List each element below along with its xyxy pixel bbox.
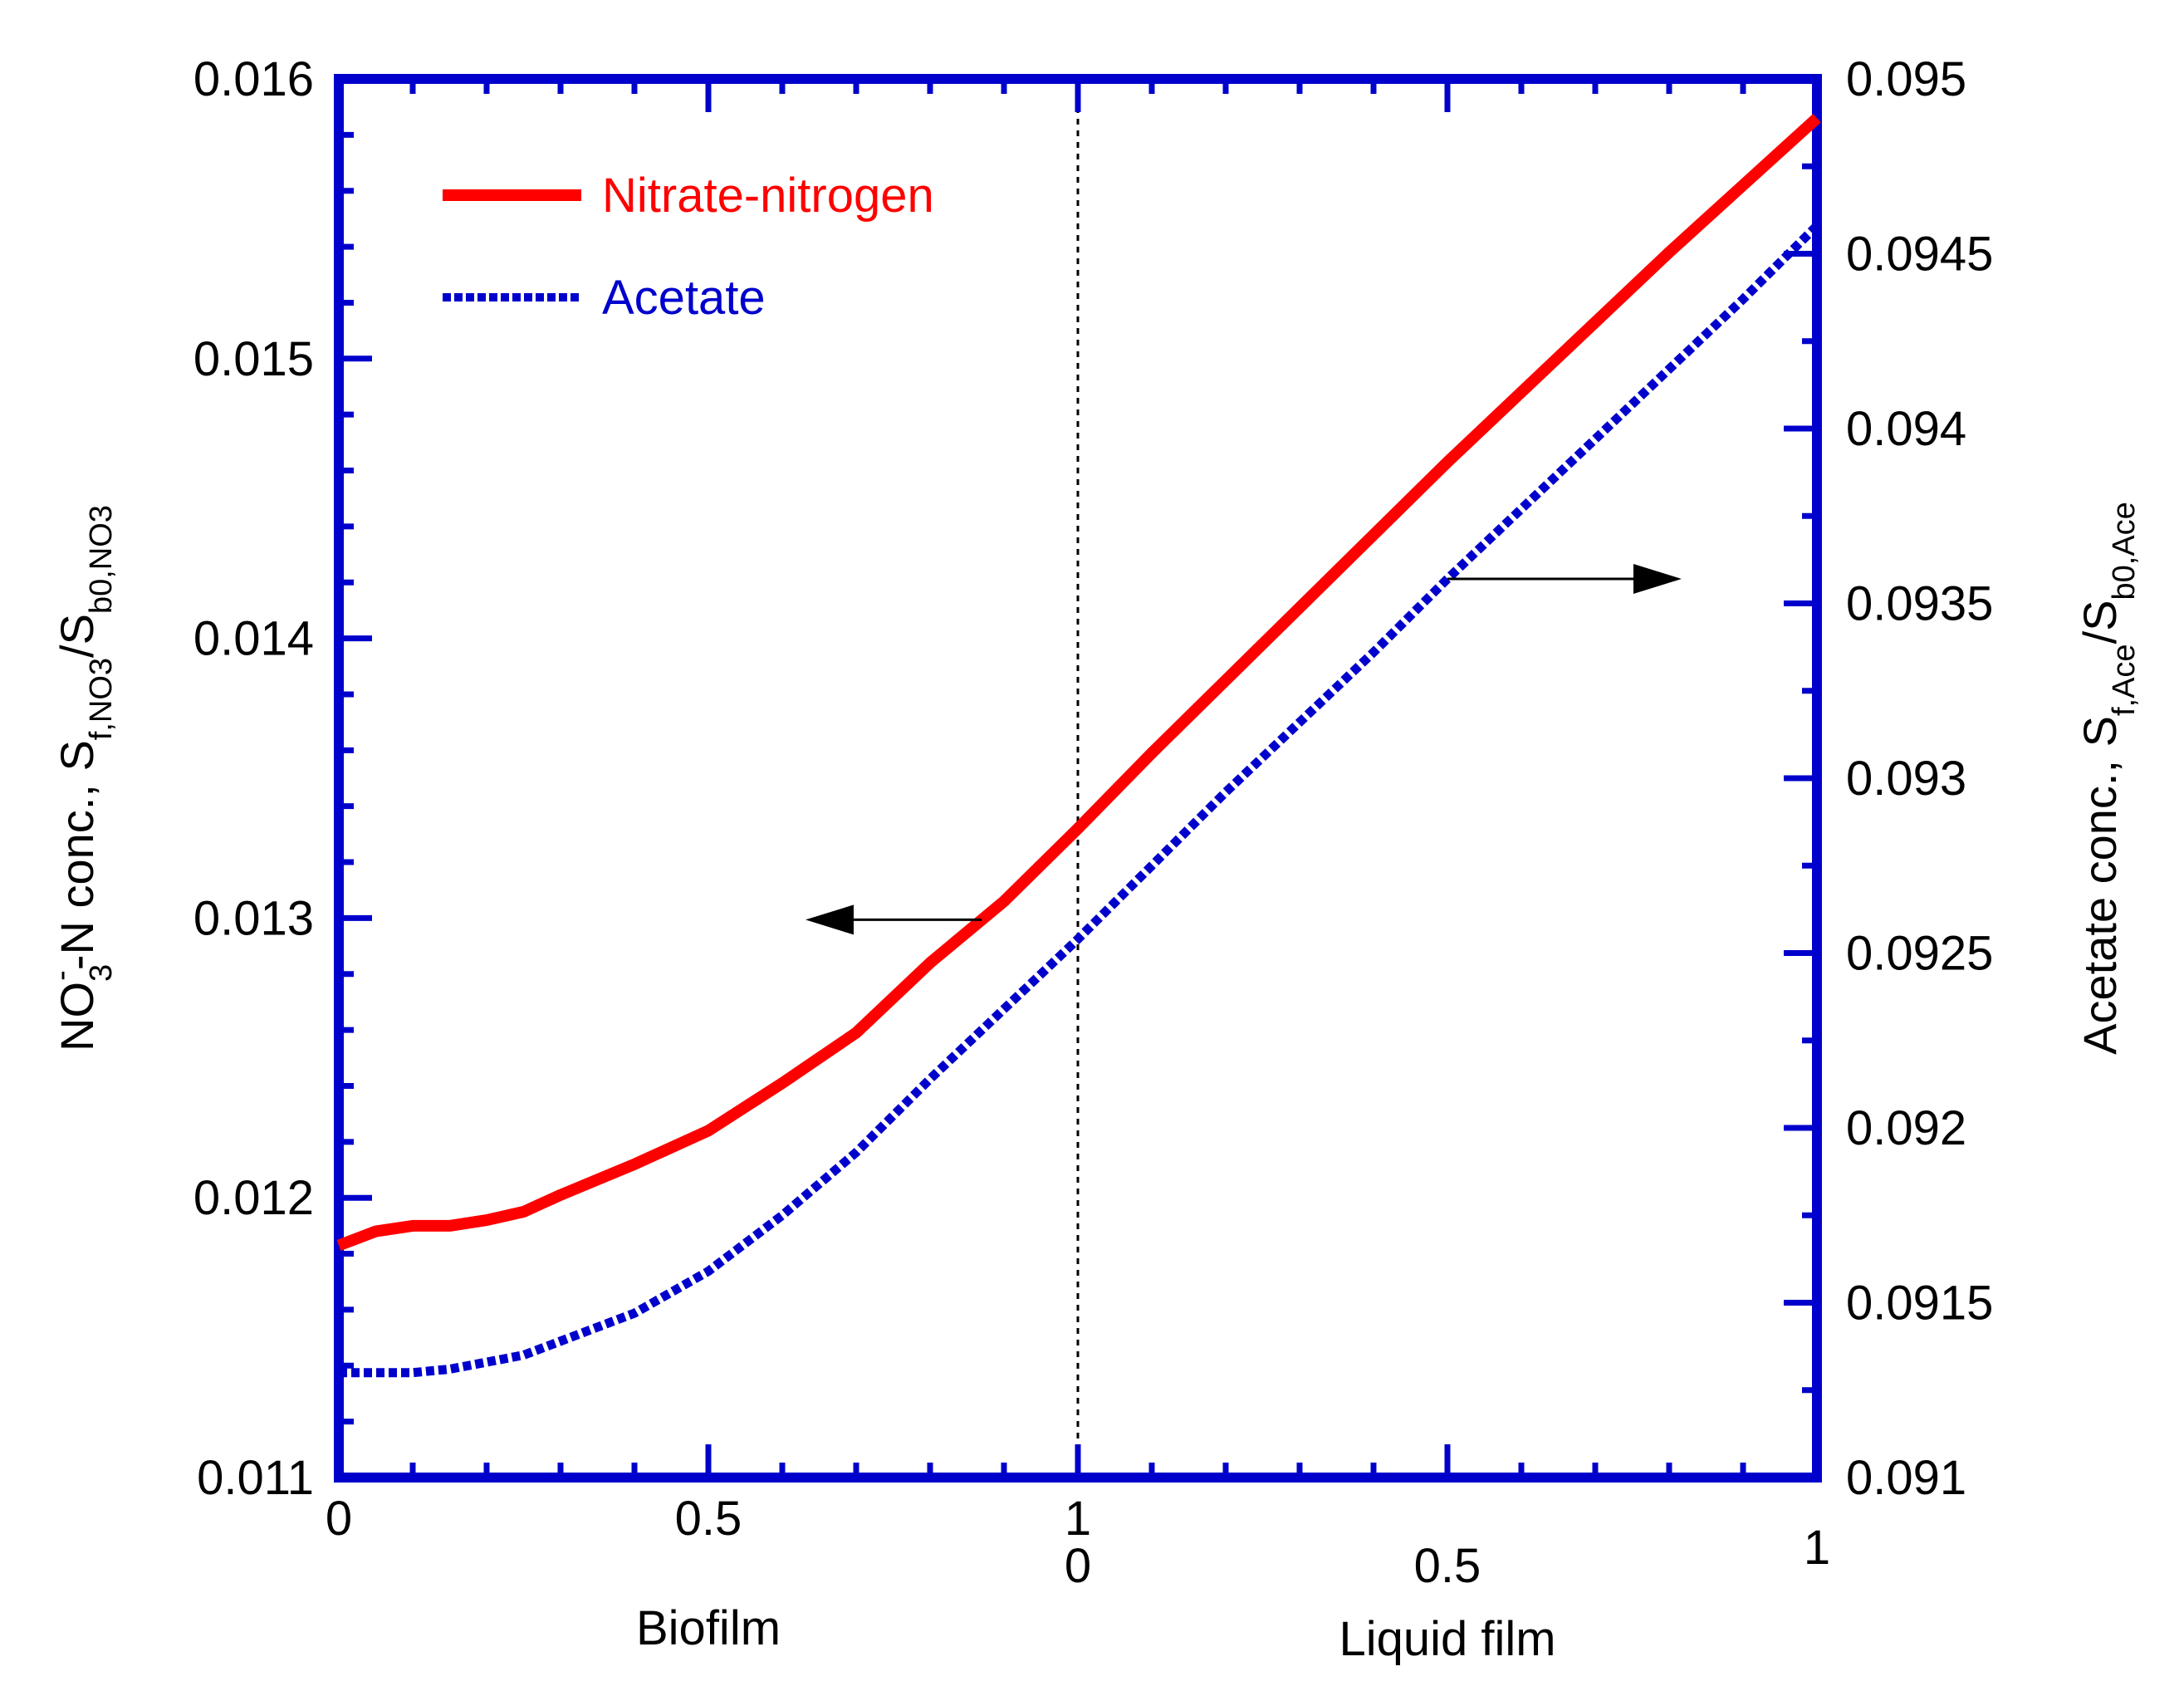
series-line-nitrate-nitrogen	[336, 114, 1821, 1252]
right-tick-label: 0.0945	[1846, 228, 1993, 282]
plot-frame	[334, 74, 1822, 1483]
series-line-acetate	[339, 222, 1820, 1378]
right-tick-label: 0.093	[1846, 752, 1966, 806]
y-left-axis-title: NO3--N conc., Sf,NO3/Sb0,NO3	[44, 505, 119, 1051]
left-tick-label: 0.014	[193, 612, 314, 666]
right-tick-label: 0.0935	[1846, 577, 1993, 631]
arrow-to-left-axis-head	[806, 904, 854, 935]
x-tick-label-biofilm: 0.5	[675, 1492, 742, 1546]
x-tick-label-biofilm: 1	[1065, 1492, 1091, 1546]
legend-label-nitrate: Nitrate-nitrogen	[602, 169, 934, 223]
right-tick-label: 0.0925	[1846, 927, 1993, 981]
arrow-to-right-axis-head	[1633, 564, 1682, 595]
x-region-liquid-film-label: Liquid film	[1339, 1612, 1555, 1666]
x-tick-label-biofilm: 0	[326, 1492, 352, 1546]
right-tick-labels: 0.091 0.0915 0.092 0.0925 0.093 0.0935 0.094 0.…	[1846, 52, 1993, 1505]
x-tick-labels: 0 0.5 10 0.5 1	[326, 1492, 1830, 1593]
right-tick-label: 0.092	[1846, 1101, 1966, 1155]
left-tick-label: 0.016	[193, 52, 314, 106]
series-layer	[336, 114, 1821, 1378]
x-tick-label-liquid: 0.5	[1414, 1539, 1481, 1593]
x-region-biofilm-label: Biofilm	[636, 1601, 781, 1655]
right-tick-label: 0.095	[1846, 52, 1966, 106]
axis-arrows	[806, 564, 1682, 935]
y-right-axis-title: Acetate conc., Sf,Ace/Sb0,Ace	[2074, 502, 2142, 1055]
right-tick-label: 0.0915	[1846, 1277, 1993, 1331]
legend-label-acetate: Acetate	[602, 271, 766, 325]
left-tick-label: 0.012	[193, 1171, 314, 1225]
legend: Nitrate-nitrogen Acetate	[443, 169, 934, 325]
x-tick-label-liquid: 0	[1065, 1539, 1091, 1593]
tick-marks	[335, 76, 1820, 1481]
x-tick-label-liquid: 1	[1804, 1521, 1830, 1575]
left-tick-label: 0.015	[193, 332, 314, 386]
left-tick-label: 0.011	[197, 1451, 314, 1505]
right-tick-label: 0.091	[1846, 1451, 1966, 1505]
left-tick-labels: 0.011 0.012 0.013 0.014 0.015 0.016	[193, 52, 314, 1505]
right-tick-label: 0.094	[1846, 402, 1966, 456]
left-tick-label: 0.013	[193, 891, 314, 945]
